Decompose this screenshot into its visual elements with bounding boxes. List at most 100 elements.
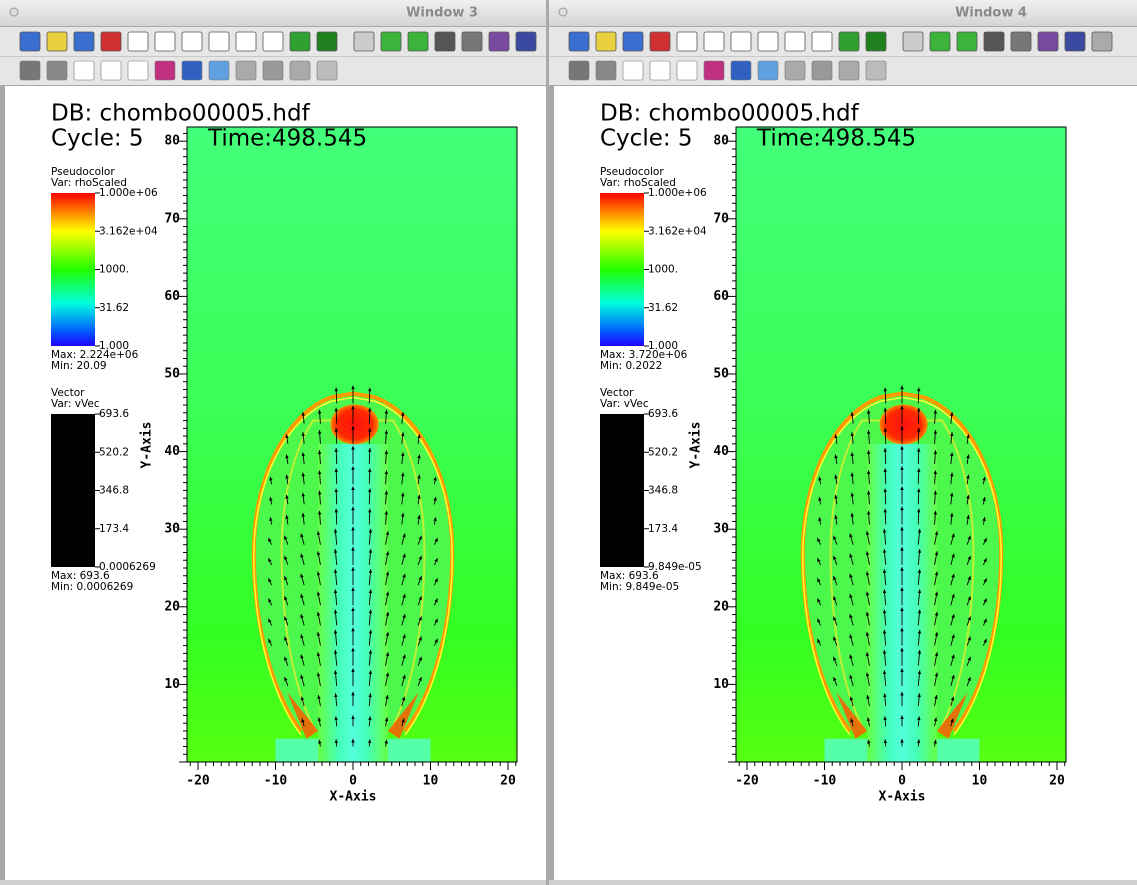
arrow-head [917,693,921,698]
arrow-head [268,598,272,603]
toolbar-button[interactable] [316,31,338,52]
arrow-head [301,452,305,457]
toolbar-button[interactable] [353,31,375,52]
toolbar-button[interactable] [488,31,510,52]
toolbar-button[interactable] [127,60,149,81]
toolbar-button[interactable] [208,60,230,81]
toolbar-button[interactable] [784,31,806,52]
toolbar-button[interactable] [676,60,698,81]
toolbar-button[interactable] [757,31,779,52]
toolbar-button[interactable] [515,31,537,52]
arrow-head [817,558,821,563]
toolbar-button[interactable] [568,31,590,52]
toolbar-button[interactable] [289,60,311,81]
arrow-head [434,578,438,583]
toolbar-button[interactable] [46,60,68,81]
toolbar-button[interactable] [622,60,644,81]
toolbar-button[interactable] [865,31,887,52]
toolbar-button[interactable] [434,31,456,52]
close-button[interactable] [9,7,19,17]
arrow-head [818,517,822,522]
arrow-head [368,407,372,412]
toolbar-button[interactable] [838,31,860,52]
toolbar-button[interactable] [154,60,176,81]
toolbar-button[interactable] [1091,31,1113,52]
toolbar-button[interactable] [289,31,311,52]
toolbar-button[interactable] [1010,31,1032,52]
toolbar-button[interactable] [595,31,617,52]
arrow-head [300,553,304,558]
toolbar-button[interactable] [181,60,203,81]
arrow-head [917,528,922,533]
legend-min: Min: 9.849e-05 [600,581,679,593]
close-button[interactable] [558,7,568,17]
toolbar-button[interactable] [262,31,284,52]
toolbar-button[interactable] [929,31,951,52]
toolbar-button[interactable] [784,60,806,81]
toolbar-button[interactable] [208,31,230,52]
toolbar-button[interactable] [380,31,402,52]
toolbar-button[interactable] [154,31,176,52]
arrow-head [833,576,837,581]
toolbar-button[interactable] [730,60,752,81]
arrow-head [883,448,887,452]
database-label: DB: chombo00005.hdf [51,101,311,127]
toolbar-button[interactable] [1037,31,1059,52]
toolbar-button[interactable] [19,31,41,52]
toolbar-button[interactable] [181,31,203,52]
arrow-head [817,598,821,603]
arrow-head [951,634,955,639]
toolbar-button[interactable] [757,60,779,81]
toolbar-button[interactable] [983,31,1005,52]
arrow-head [933,409,938,414]
toolbar-button[interactable] [811,60,833,81]
arrow-head [865,611,870,616]
toolbar-button[interactable] [235,31,257,52]
arrow-head [333,649,338,654]
toolbar-button[interactable] [568,60,590,81]
arrow-head [882,569,887,573]
arrow-head [866,470,871,475]
arrow-head [285,515,289,519]
toolbar-button[interactable] [703,31,725,52]
toolbar-button[interactable] [676,31,698,52]
toolbar-button[interactable] [838,60,860,81]
toolbar-button[interactable] [461,31,483,52]
arrow-head [368,649,373,654]
arrow-head [402,654,406,659]
toolbar-button[interactable] [127,31,149,52]
toolbar-button[interactable] [100,60,122,81]
arrow-head [351,627,355,632]
toolbar-button[interactable] [73,60,95,81]
arrow-head [866,717,871,722]
toolbar-button[interactable] [956,31,978,52]
arrow-head [351,546,355,551]
toolbar-button[interactable] [811,31,833,52]
toolbar-button[interactable] [235,60,257,81]
arrow-head [917,609,922,614]
toolbar-button[interactable] [46,31,68,52]
arrow-head [934,672,939,677]
toolbar-button[interactable] [730,31,752,52]
toolbar-button[interactable] [703,60,725,81]
arrow-head [368,508,372,513]
legend-title: Pseudocolor [600,166,664,178]
toolbar-button[interactable] [595,60,617,81]
toolbar-button[interactable] [407,31,429,52]
toolbar-button[interactable] [902,31,924,52]
arrow-head [402,614,406,619]
toolbar-button[interactable] [622,31,644,52]
arrow-head [951,654,955,659]
toolbar-button[interactable] [1064,31,1086,52]
toolbar-button[interactable] [865,60,887,81]
toolbar-button[interactable] [649,60,671,81]
arrow-head [317,694,321,699]
toolbar-button[interactable] [73,31,95,52]
toolbar-button[interactable] [649,31,671,52]
toolbar-button[interactable] [316,60,338,81]
color-bar [51,193,95,346]
arrow-head [951,573,955,578]
toolbar-button[interactable] [262,60,284,81]
toolbar-button[interactable] [100,31,122,52]
toolbar-button[interactable] [19,60,41,81]
